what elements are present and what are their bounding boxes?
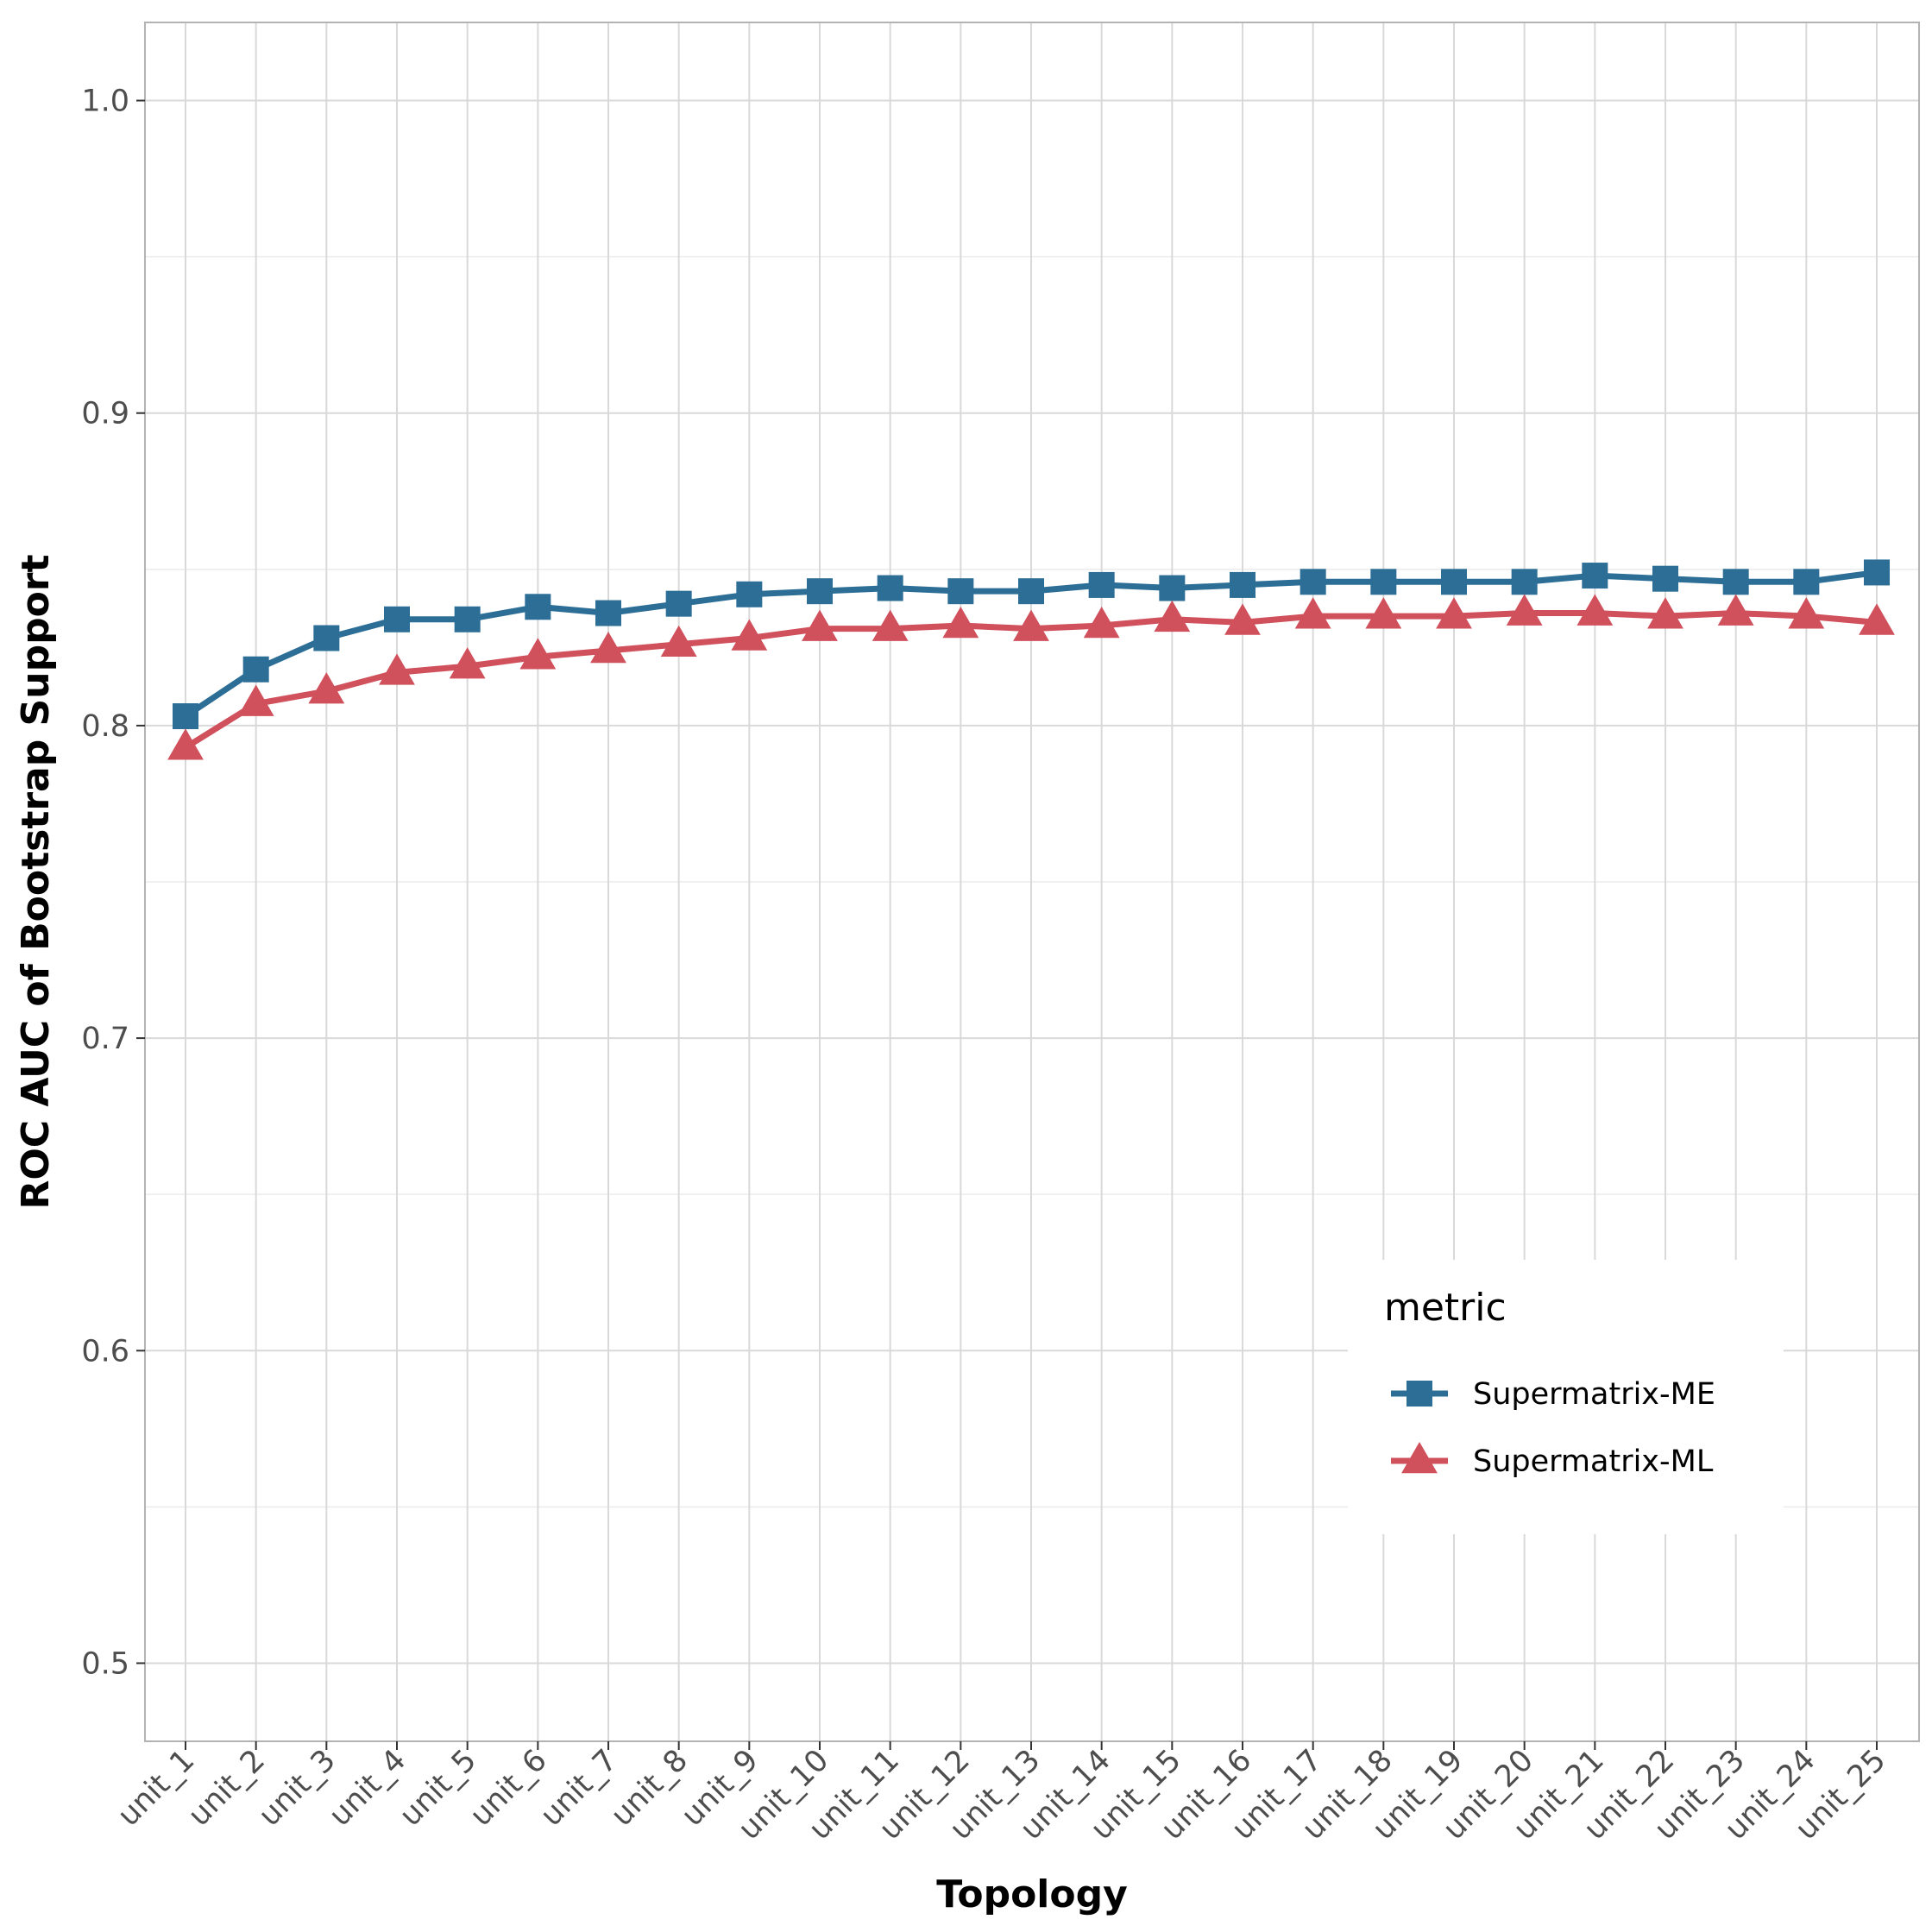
y-tick-label: 0.8 — [81, 709, 129, 744]
data-point-triangle — [1083, 607, 1120, 639]
legend-label: Supermatrix-ML — [1473, 1444, 1714, 1479]
data-point-triangle — [449, 647, 486, 679]
x-tick-label: unit_4 — [323, 1743, 412, 1833]
x-tick-label: unit_2 — [182, 1743, 272, 1833]
data-point-square — [454, 606, 481, 632]
legend-title: metric — [1384, 1286, 1507, 1330]
data-point-triangle — [1365, 597, 1402, 629]
data-point-square — [1793, 569, 1820, 595]
data-point-triangle — [379, 653, 415, 685]
series-layer — [167, 559, 1895, 760]
x-axis-ticks: unit_1unit_2unit_3unit_4unit_5unit_6unit… — [111, 1741, 1892, 1847]
legend-item: Supermatrix-ML — [1391, 1442, 1714, 1479]
data-point-triangle — [237, 684, 274, 716]
y-axis-title: ROC AUC of Bootstrap Support — [14, 554, 58, 1209]
data-point-square — [1300, 569, 1326, 595]
data-point-triangle — [872, 609, 909, 641]
data-point-triangle — [1224, 603, 1261, 635]
data-point-square — [1441, 569, 1467, 595]
data-point-square — [736, 581, 763, 607]
data-point-triangle — [308, 672, 345, 704]
x-tick-label: unit_5 — [393, 1743, 483, 1833]
y-tick-label: 0.7 — [81, 1022, 129, 1056]
data-point-triangle — [1013, 609, 1049, 641]
data-point-triangle — [167, 728, 204, 760]
data-point-square — [525, 594, 551, 620]
data-point-square — [807, 578, 833, 605]
x-tick-label: unit_3 — [252, 1743, 342, 1833]
y-tick-label: 0.9 — [81, 397, 129, 431]
data-point-square — [947, 578, 974, 605]
data-point-triangle — [660, 625, 697, 658]
data-point-triangle — [1576, 594, 1614, 626]
data-point-square — [1407, 1381, 1432, 1407]
data-point-triangle — [519, 638, 557, 670]
data-point-triangle — [1154, 600, 1191, 632]
data-point-square — [1511, 569, 1538, 595]
data-point-square — [595, 600, 621, 626]
data-point-triangle — [731, 619, 768, 651]
data-point-square — [1582, 563, 1608, 589]
legend-items: Supermatrix-ME Supermatrix-ML — [1391, 1377, 1715, 1479]
legend-label: Supermatrix-ME — [1473, 1377, 1715, 1412]
series-1 — [167, 594, 1895, 760]
data-point-square — [1159, 575, 1186, 601]
y-tick-label: 0.6 — [81, 1334, 129, 1369]
data-point-square — [1088, 571, 1115, 598]
data-point-triangle — [1506, 594, 1543, 626]
data-point-triangle — [942, 607, 979, 639]
data-point-square — [877, 575, 903, 601]
data-point-square — [173, 703, 198, 730]
x-tick-label: unit_6 — [463, 1743, 553, 1833]
data-point-triangle — [802, 609, 838, 641]
data-point-square — [1722, 569, 1749, 595]
x-axis-title: Topology — [936, 1872, 1128, 1916]
data-point-triangle — [1401, 1442, 1438, 1474]
data-point-square — [1018, 578, 1044, 605]
x-tick-label: unit_8 — [605, 1743, 695, 1833]
data-point-square — [313, 625, 340, 651]
data-point-triangle — [1436, 597, 1472, 629]
y-tick-label: 1.0 — [81, 85, 129, 119]
data-point-triangle — [1859, 603, 1895, 635]
data-point-square — [665, 590, 692, 617]
y-axis-ticks: 0.5 0.6 0.7 0.8 0.9 1.0 — [81, 85, 145, 1681]
data-point-square — [1230, 571, 1255, 598]
x-tick-label: unit_1 — [111, 1743, 201, 1833]
x-tick-label: unit_7 — [534, 1743, 624, 1833]
data-point-triangle — [1647, 597, 1683, 629]
legend: metric Supermatrix-ME Supermatrix-ML — [1348, 1260, 1784, 1534]
data-point-square — [1370, 569, 1397, 595]
y-tick-label: 0.5 — [81, 1646, 129, 1681]
data-point-triangle — [1294, 597, 1331, 629]
data-point-triangle — [590, 631, 626, 664]
data-point-square — [1864, 559, 1890, 586]
data-point-square — [1652, 565, 1678, 592]
data-point-triangle — [1717, 594, 1754, 626]
series-0 — [173, 559, 1890, 730]
data-point-square — [384, 606, 410, 632]
data-point-square — [242, 656, 269, 683]
legend-item: Supermatrix-ME — [1391, 1377, 1715, 1412]
data-point-triangle — [1788, 597, 1825, 629]
